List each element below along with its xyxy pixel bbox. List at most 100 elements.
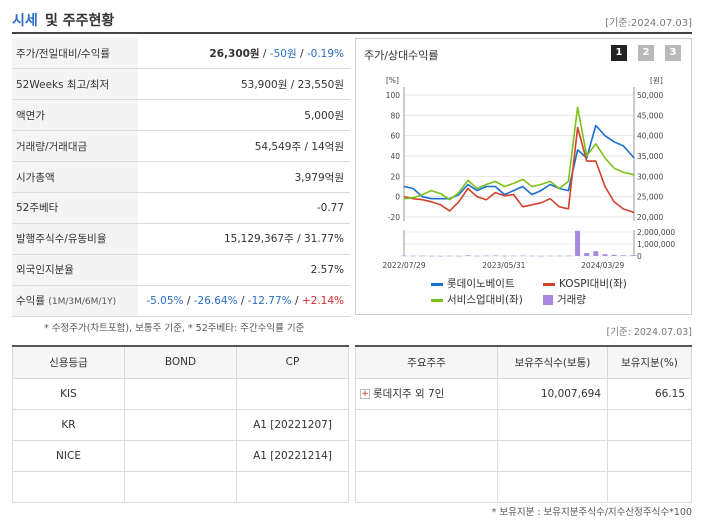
volume-bar bbox=[547, 255, 553, 257]
legend-volume-swatch bbox=[543, 295, 553, 305]
reference-date: [기준:2024.07.03] bbox=[605, 18, 692, 29]
volume-bar bbox=[611, 254, 617, 256]
legend-kospi-swatch bbox=[543, 282, 555, 286]
series-line-main bbox=[403, 124, 635, 200]
volume-tick-label: 0 bbox=[637, 252, 642, 261]
volume-bar bbox=[529, 255, 535, 257]
volume-bar bbox=[492, 255, 498, 257]
holders-header-shares: 보유주식수(보통) bbox=[497, 345, 608, 379]
table-row: + 롯데지주 외 7인 10,007,694 66.15 bbox=[355, 377, 692, 410]
credit-rating-table: 신용등급 BOND CP KIS KR A1 [20221207] NICE A1 … bbox=[12, 345, 349, 503]
return-3m: -26.64% bbox=[193, 294, 238, 307]
holder-pct: 66.15 bbox=[607, 377, 692, 410]
major-shareholders-table: 주요주주 보유주식수(보통) 보유지분(%) + 롯데지주 외 7인 10,007… bbox=[355, 345, 692, 503]
return-row: 수익률 (1M/3M/6M/1Y) -5.05% / -26.64% / -12… bbox=[12, 285, 350, 317]
left-tick-label: 100 bbox=[386, 91, 401, 100]
credit-header-cp: CP bbox=[236, 345, 349, 379]
right-tick-label: 25,000 bbox=[637, 193, 663, 202]
price-change: -50원 bbox=[269, 47, 297, 60]
chart-title: 주가/상대수익률 bbox=[364, 49, 439, 62]
left-tick-label: 60 bbox=[390, 132, 400, 141]
table-row bbox=[355, 439, 692, 472]
volume-bar bbox=[501, 255, 507, 257]
volume-bar bbox=[631, 255, 637, 256]
legend-kospi: KOSPI대비(좌) bbox=[543, 276, 627, 291]
price-row: 주가/전일대비/수익률 26,300원 / -50원 / -0.19% bbox=[12, 38, 350, 70]
volume-bar bbox=[556, 255, 562, 257]
volume-bar bbox=[538, 255, 544, 257]
legend-main: 롯데이노베이트 bbox=[431, 276, 515, 291]
chart-page-3-button[interactable]: 3 bbox=[665, 45, 681, 61]
info-row: 52Weeks 최고/최저 53,900원 / 23,550원 bbox=[12, 68, 350, 101]
left-tick-label: -20 bbox=[388, 213, 400, 222]
holders-header-pct: 보유지분(%) bbox=[607, 345, 692, 379]
volume-bar bbox=[584, 253, 590, 256]
right-tick-label: 50,000 bbox=[637, 91, 663, 100]
section-title-main: 시세 bbox=[12, 13, 38, 29]
price-chart: 100 80 60 40 20 0 -20 50,000 45,000 40,000 35,000 3… bbox=[382, 76, 675, 270]
price-change-rate: -0.19% bbox=[306, 47, 344, 60]
table-row: NICE A1 [20221214] bbox=[12, 439, 349, 472]
info-row: 52주베타 -0.77 bbox=[12, 192, 350, 224]
price-value: 26,300원 / -50원 / -0.19% bbox=[138, 38, 350, 70]
bottom-reference-date: [기준: 2024.07.03] bbox=[606, 327, 692, 338]
holder-shares: 10,007,694 bbox=[497, 377, 608, 410]
info-row: 거래량/거래대금 54,549주 / 14억원 bbox=[12, 130, 350, 163]
volume-tick-label: 1,000,000 bbox=[637, 240, 675, 249]
info-footnote: * 수정주가(차트포함), 보통주 기준, * 52주베타: 주간수익률 기준 bbox=[44, 323, 305, 334]
volume-bar bbox=[410, 255, 416, 257]
return-1y: +2.14% bbox=[301, 294, 344, 307]
volume-tick-label: 2,000,000 bbox=[637, 228, 675, 237]
volume-bar bbox=[419, 255, 425, 257]
table-row: KIS bbox=[12, 377, 349, 410]
right-tick-label: 35,000 bbox=[637, 152, 663, 161]
expand-icon[interactable]: + bbox=[360, 389, 370, 399]
volume-bar bbox=[593, 251, 599, 256]
section-header: 시세 및 주주현황 [기준:2024.07.03] bbox=[12, 8, 692, 34]
chart-page-1-button[interactable]: 1 bbox=[611, 45, 627, 61]
volume-bar bbox=[447, 255, 453, 257]
table-row bbox=[355, 470, 692, 503]
holders-footnote: * 보유지분 : 보유지분주식수/지수산정주식수*100 bbox=[491, 507, 692, 518]
series-line-kospi bbox=[403, 126, 635, 214]
table-row bbox=[355, 408, 692, 441]
info-row: 시가총액 3,979억원 bbox=[12, 161, 350, 193]
section-title-sub: 및 주주현황 bbox=[45, 13, 115, 29]
legend-sector: 서비스업대비(좌) bbox=[431, 292, 523, 307]
chart-panel: 주가/상대수익률 1 2 3 100 80 60 40 20 0 -20 50,000 45,0… bbox=[355, 38, 692, 315]
left-tick-label: 0 bbox=[395, 193, 400, 202]
volume-bar bbox=[483, 255, 489, 257]
table-row: KR A1 [20221207] bbox=[12, 408, 349, 441]
left-tick-label: 40 bbox=[390, 152, 400, 161]
right-tick-label: 30,000 bbox=[637, 172, 663, 181]
volume-bar bbox=[620, 255, 626, 256]
price-label: 주가/전일대비/수익률 bbox=[12, 38, 138, 70]
volume-bar bbox=[474, 255, 480, 257]
price-info-table: 주가/전일대비/수익률 26,300원 / -50원 / -0.19% 52We… bbox=[12, 38, 350, 317]
info-row: 외국인지분율 2.57% bbox=[12, 254, 350, 286]
return-1m: -5.05% bbox=[146, 294, 184, 307]
left-axis-label: [%] bbox=[386, 76, 399, 85]
volume-bar bbox=[401, 255, 407, 257]
volume-bar bbox=[575, 230, 581, 256]
chart-page-2-button[interactable]: 2 bbox=[638, 45, 654, 61]
x-tick-label: 2023/05/31 bbox=[482, 261, 525, 270]
info-row: 발행주식수/유동비율 15,129,367주 / 31.77% bbox=[12, 223, 350, 255]
right-tick-label: 40,000 bbox=[637, 132, 663, 141]
series-line-sector bbox=[403, 106, 635, 201]
volume-bar bbox=[428, 255, 434, 257]
right-axis-label: [원] bbox=[650, 76, 663, 85]
credit-header-bond: BOND bbox=[124, 345, 237, 379]
credit-header-rating: 신용등급 bbox=[12, 345, 125, 379]
current-price: 26,300원 bbox=[209, 47, 260, 60]
legend-volume: 거래량 bbox=[543, 292, 586, 307]
volume-bar bbox=[456, 255, 462, 257]
left-tick-label: 20 bbox=[390, 172, 400, 181]
info-row: 액면가 5,000원 bbox=[12, 99, 350, 132]
left-tick-label: 80 bbox=[390, 111, 400, 120]
x-tick-label: 2022/07/29 bbox=[382, 261, 425, 270]
legend-main-swatch bbox=[431, 282, 443, 286]
holders-header-name: 주요주주 bbox=[355, 345, 498, 379]
return-values: -5.05% / -26.64% / -12.77% / +2.14% bbox=[138, 285, 350, 317]
return-label: 수익률 (1M/3M/6M/1Y) bbox=[12, 285, 138, 317]
